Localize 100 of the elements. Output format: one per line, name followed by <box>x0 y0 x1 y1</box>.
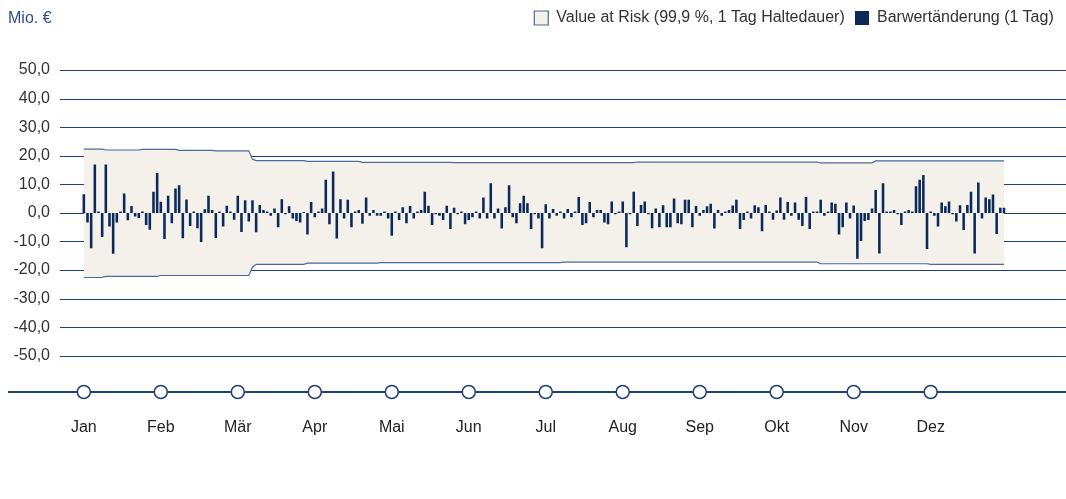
bar <box>544 204 548 213</box>
bar <box>669 212 672 228</box>
bar <box>687 199 690 213</box>
bar <box>720 212 723 216</box>
bar <box>401 207 405 213</box>
bar <box>984 197 987 213</box>
bar <box>361 212 364 224</box>
bar <box>412 212 416 219</box>
bar <box>808 212 811 229</box>
bar <box>489 183 493 213</box>
bar <box>438 212 441 216</box>
x-tick-label: Aug <box>608 417 637 435</box>
x-tick-label: Okt <box>764 417 790 435</box>
bar <box>918 179 921 213</box>
bar <box>764 204 767 213</box>
bar <box>577 196 581 213</box>
bar <box>130 206 133 213</box>
bar <box>357 210 361 213</box>
bar <box>878 212 881 254</box>
x-tick-label: Nov <box>839 417 868 435</box>
bar <box>482 197 485 213</box>
bar <box>328 212 331 225</box>
bar <box>702 210 705 213</box>
bar <box>698 212 701 216</box>
bar <box>625 212 628 248</box>
y-tick-label: -30,0 <box>13 289 51 307</box>
bar <box>570 212 573 218</box>
bar <box>779 197 782 213</box>
legend-label: Value at Risk (99,9 %, 1 Tag Haltedauer) <box>556 8 845 26</box>
bar <box>830 202 833 213</box>
bar <box>632 191 636 213</box>
bar <box>713 212 716 229</box>
x-tick-label: Jan <box>70 417 97 435</box>
bar <box>790 212 793 216</box>
bar <box>163 212 166 239</box>
x-tick-label: Dez <box>916 417 945 435</box>
y-tick-label: 20,0 <box>18 146 51 164</box>
bar <box>643 201 647 213</box>
y-tick-label: 10,0 <box>18 174 51 192</box>
bar <box>273 208 276 213</box>
bar <box>599 210 603 213</box>
bar <box>240 212 243 233</box>
bar <box>753 205 756 213</box>
bar <box>819 199 822 213</box>
bar <box>735 199 738 213</box>
y-tick-label: -10,0 <box>13 231 51 249</box>
bar <box>874 190 877 213</box>
bar <box>995 212 998 235</box>
bar <box>680 212 683 225</box>
bar <box>658 212 661 228</box>
x-tick-label: Sep <box>685 417 715 435</box>
bar <box>478 212 482 219</box>
bar <box>973 212 976 254</box>
bar <box>852 205 855 213</box>
bar <box>515 212 518 224</box>
x-tick-label: Apr <box>302 417 328 435</box>
bar <box>940 202 943 213</box>
bar <box>588 202 592 213</box>
bar <box>174 188 177 213</box>
bar <box>786 202 789 213</box>
x-tick-label: Feb <box>147 417 175 435</box>
y-tick-label: 40,0 <box>18 88 51 106</box>
bar <box>368 212 372 216</box>
bar <box>467 212 471 221</box>
bar <box>372 210 375 213</box>
bar <box>339 199 342 213</box>
y-tick-label: 0,0 <box>27 203 51 221</box>
legend-label: Barwertänderung (1 Tag) <box>877 8 1054 26</box>
bar <box>955 212 958 222</box>
bar <box>555 212 559 216</box>
bar <box>449 212 452 229</box>
bar <box>834 203 837 213</box>
bar <box>603 212 606 223</box>
bar <box>390 212 394 236</box>
bar <box>306 212 309 235</box>
bar <box>636 212 639 227</box>
bar <box>500 212 504 229</box>
bar <box>592 212 595 218</box>
y-tick-label: -40,0 <box>13 317 51 335</box>
x-tick-label: Jun <box>455 417 482 435</box>
y-axis-title: Mio. € <box>8 8 52 28</box>
bar <box>423 191 427 213</box>
bar <box>665 212 669 228</box>
bar <box>350 212 353 228</box>
y-tick-label: -50,0 <box>13 346 51 364</box>
y-tick-label: -20,0 <box>13 260 51 278</box>
bar <box>654 208 658 213</box>
bar <box>999 207 1002 213</box>
x-tick-label: Mär <box>224 417 253 435</box>
bar <box>900 212 903 225</box>
bar <box>522 195 526 213</box>
bar <box>610 201 614 213</box>
bar <box>907 210 910 213</box>
bar <box>621 201 625 213</box>
bar <box>405 212 408 224</box>
bar <box>295 212 298 221</box>
bar <box>709 203 712 213</box>
bar <box>922 174 925 213</box>
bar <box>691 212 694 228</box>
bar <box>988 199 991 213</box>
